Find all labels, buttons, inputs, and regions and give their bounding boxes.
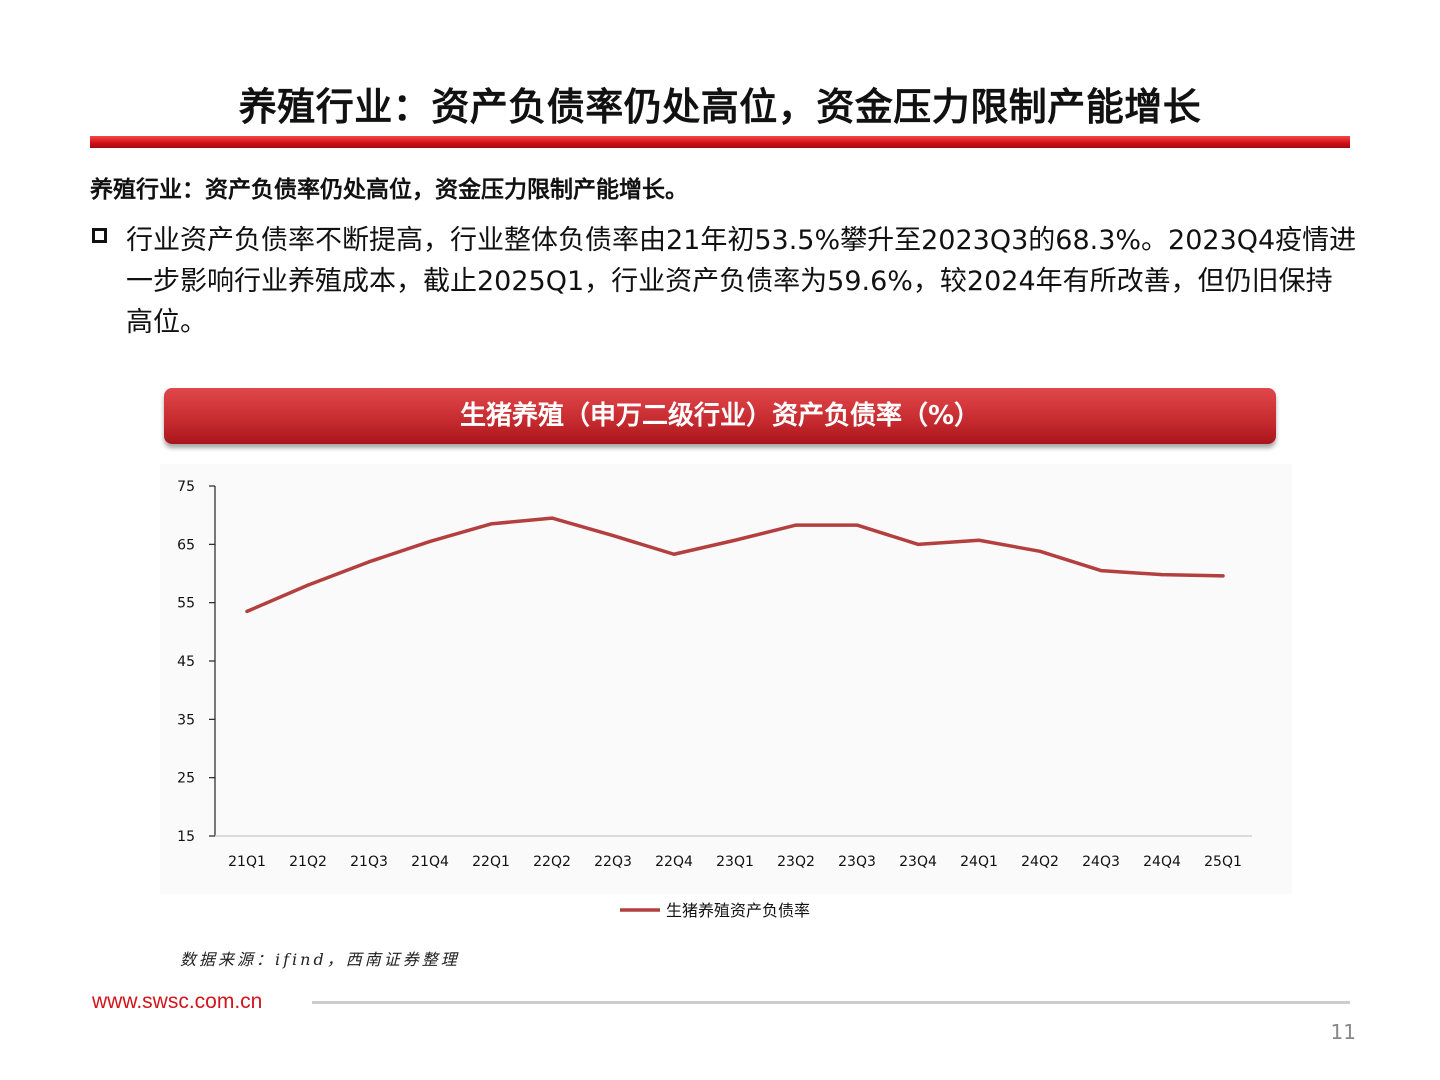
page-number: 11 [1330,1020,1356,1044]
x-tick-label: 23Q1 [716,854,754,870]
data-point [306,583,310,587]
y-tick-label: 15 [177,829,195,845]
footer-website-link[interactable]: www.swsc.com.cn [92,990,263,1013]
data-point [977,538,981,542]
data-point [1038,549,1042,553]
x-tick-label: 24Q3 [1082,854,1120,870]
data-point [1099,568,1103,573]
data-point [550,516,554,520]
data-point [855,523,859,527]
chart-header-banner: 生猪养殖（申万二级行业）资产负债率（%） [164,388,1276,444]
data-point [245,609,249,614]
x-tick-label: 22Q3 [594,854,632,870]
x-tick-label: 21Q4 [411,854,449,870]
y-tick-label: 65 [177,537,195,553]
x-tick-label: 22Q4 [655,854,693,870]
x-tick-label: 24Q4 [1143,854,1181,870]
series-layer [245,516,1225,614]
x-tick-label: 24Q2 [1021,854,1059,870]
y-tick-label: 35 [177,712,195,728]
data-point [611,533,615,538]
x-tick-label: 23Q4 [899,854,937,870]
data-point [1221,574,1225,578]
data-point [367,560,371,564]
y-axis: 15 25 35 45 55 65 75 [177,479,216,845]
data-point [916,542,920,546]
data-point [428,539,432,544]
x-tick-label: 24Q1 [960,854,998,870]
slide-title: 养殖行业：资产负债率仍处高位，资金压力限制产能增长 [238,85,1202,129]
data-point [794,523,798,527]
data-point [489,522,493,526]
x-tick-label: 22Q2 [533,854,571,870]
square-bullet-icon [92,228,107,243]
x-tick-label: 23Q3 [838,854,876,870]
data-source-note: 数据来源：ifind，西南证券整理 [180,950,460,969]
x-tick-label: 21Q1 [228,854,266,870]
legend-label: 生猪养殖资产负债率 [666,901,810,920]
x-tick-label: 21Q2 [289,854,327,870]
y-tick-label: 75 [177,479,195,495]
footer-divider [312,1001,1350,1004]
title-divider-bar [90,136,1350,148]
y-tick-label: 55 [177,596,195,612]
data-point [733,538,737,542]
x-tick-label: 25Q1 [1204,854,1242,870]
x-tick-label: 22Q1 [472,854,510,870]
bullet-paragraph: 行业资产负债率不断提高，行业整体负债率由21年初53.5%攀升至2023Q3的6… [126,225,1357,338]
y-tick-label: 25 [177,771,195,787]
x-tick-label: 23Q2 [777,854,815,870]
chart-container: 15 25 35 45 55 65 75 21Q1 21Q2 21Q3 21Q4 22Q1 22Q2 2… [72,462,1292,940]
x-tick-label: 21Q3 [350,854,388,870]
section-subtitle: 养殖行业：资产负债率仍处高位，资金压力限制产能增长。 [90,177,688,203]
data-point [672,552,676,556]
data-point [1160,573,1164,577]
y-tick-label: 45 [177,654,195,670]
chart-plot-background [160,464,1292,894]
x-axis: 21Q1 21Q2 21Q3 21Q4 22Q1 22Q2 22Q3 22Q4 23Q1 23Q2… [215,835,1252,870]
chart-legend: 生猪养殖资产负债率 [620,901,810,920]
